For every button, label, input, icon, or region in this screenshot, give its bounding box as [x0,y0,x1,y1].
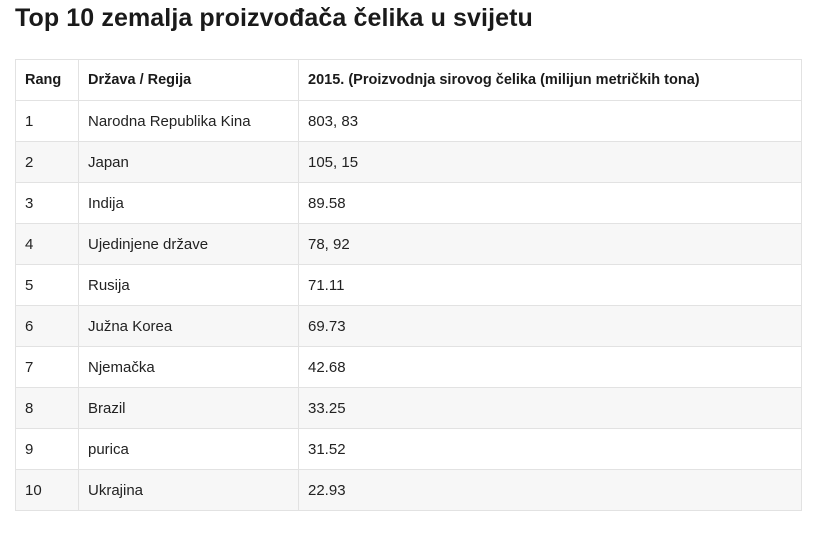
cell-country: Brazil [78,387,299,429]
header-production-2015: 2015. (Proizvodnja sirovog čelika (milij… [298,59,802,101]
cell-country: Južna Korea [78,305,299,347]
table-row: 6 Južna Korea 69.73 [15,305,802,347]
table-row: 9 purica 31.52 [15,428,802,470]
cell-rank: 8 [15,387,79,429]
cell-country: Rusija [78,264,299,306]
steel-producers-table: Rang Država / Regija 2015. (Proizvodnja … [15,59,802,511]
table-row: 10 Ukrajina 22.93 [15,469,802,511]
header-rank: Rang [15,59,79,101]
cell-production: 78, 92 [298,223,802,265]
table-row: 4 Ujedinjene države 78, 92 [15,223,802,265]
cell-rank: 6 [15,305,79,347]
table-row: 7 Njemačka 42.68 [15,346,802,388]
cell-production: 31.52 [298,428,802,470]
cell-rank: 2 [15,141,79,183]
cell-production: 33.25 [298,387,802,429]
cell-country: Ujedinjene države [78,223,299,265]
cell-country: purica [78,428,299,470]
cell-rank: 9 [15,428,79,470]
page-title: Top 10 zemalja proizvođača čelika u svij… [15,4,533,32]
table-header-row: Rang Država / Regija 2015. (Proizvodnja … [15,59,802,101]
cell-country: Japan [78,141,299,183]
cell-rank: 4 [15,223,79,265]
table-row: 3 Indija 89.58 [15,182,802,224]
cell-rank: 1 [15,100,79,142]
steel-producers-table-container: Rang Država / Regija 2015. (Proizvodnja … [15,59,802,511]
cell-production: 69.73 [298,305,802,347]
table-row: 8 Brazil 33.25 [15,387,802,429]
cell-country: Indija [78,182,299,224]
cell-rank: 3 [15,182,79,224]
cell-production: 22.93 [298,469,802,511]
cell-production: 803, 83 [298,100,802,142]
table-row: 2 Japan 105, 15 [15,141,802,183]
cell-country: Ukrajina [78,469,299,511]
cell-production: 105, 15 [298,141,802,183]
cell-production: 42.68 [298,346,802,388]
header-country: Država / Regija [78,59,299,101]
cell-production: 71.11 [298,264,802,306]
table-row: 5 Rusija 71.11 [15,264,802,306]
cell-country: Njemačka [78,346,299,388]
table-row: 1 Narodna Republika Kina 803, 83 [15,100,802,142]
cell-country: Narodna Republika Kina [78,100,299,142]
cell-rank: 7 [15,346,79,388]
cell-production: 89.58 [298,182,802,224]
cell-rank: 5 [15,264,79,306]
cell-rank: 10 [15,469,79,511]
